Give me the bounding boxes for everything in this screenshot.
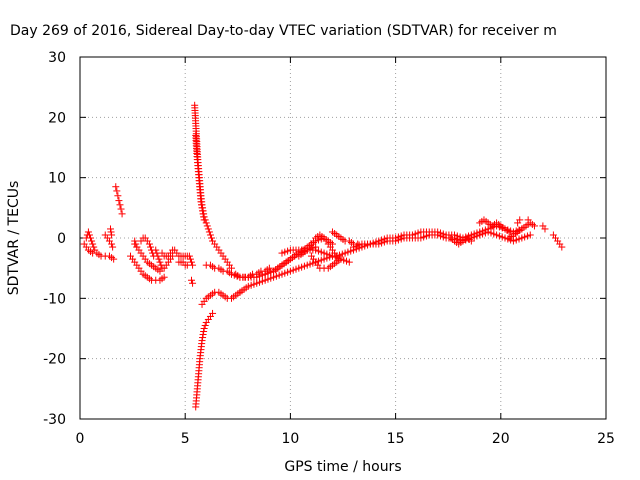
data-point xyxy=(203,222,211,230)
data-point xyxy=(516,216,524,224)
y-tick-label: 20 xyxy=(48,110,66,126)
data-point xyxy=(199,207,207,215)
data-point xyxy=(131,237,139,245)
data-point xyxy=(189,261,197,269)
data-point xyxy=(116,201,124,209)
x-tick-label: 10 xyxy=(281,431,299,447)
data-point xyxy=(108,240,116,248)
data-point xyxy=(114,192,122,200)
data-point xyxy=(558,243,566,251)
data-point xyxy=(197,198,205,206)
x-tick-label: 5 xyxy=(181,431,190,447)
y-tick-label: -20 xyxy=(43,352,66,368)
data-point xyxy=(200,213,208,221)
data-point xyxy=(109,243,117,251)
data-point xyxy=(524,216,532,224)
data-point xyxy=(155,255,163,263)
data-point xyxy=(115,197,123,205)
data-point xyxy=(113,187,121,195)
data-point xyxy=(199,331,207,339)
data-point xyxy=(205,228,213,236)
data-point xyxy=(133,243,141,251)
data-point xyxy=(118,210,126,218)
data-point xyxy=(185,252,193,260)
data-point xyxy=(526,231,534,239)
data-point xyxy=(530,222,538,230)
x-axis-label: GPS time / hours xyxy=(284,459,401,475)
x-tick-label: 0 xyxy=(76,431,85,447)
data-point xyxy=(208,234,215,242)
data-point xyxy=(467,237,475,245)
data-point xyxy=(337,255,345,263)
y-tick-label: -10 xyxy=(43,291,66,307)
data-point xyxy=(146,243,154,251)
data-point xyxy=(152,246,160,254)
x-tick-label: 20 xyxy=(492,431,510,447)
data-point xyxy=(200,216,208,224)
axis-ticks: 0 5 10 15 20 25 -30 -20 -10 0 10 20 30 xyxy=(43,50,615,447)
data-point xyxy=(505,228,513,236)
data-point xyxy=(200,325,208,332)
x-tick-label: 15 xyxy=(387,431,405,447)
x-tick-label: 25 xyxy=(597,431,615,447)
data-point xyxy=(199,334,207,342)
data-point xyxy=(188,258,196,266)
data-point xyxy=(85,231,93,239)
data-point xyxy=(206,231,214,239)
data-point xyxy=(110,255,118,263)
data-point xyxy=(89,240,97,248)
y-tick-label: -30 xyxy=(43,412,66,428)
data-point xyxy=(90,243,98,251)
data-point xyxy=(186,255,194,263)
data-point xyxy=(198,204,206,212)
data-point xyxy=(154,252,162,260)
data-point xyxy=(204,225,212,233)
data-point xyxy=(198,337,206,345)
y-tick-label: 10 xyxy=(48,171,66,187)
data-points xyxy=(80,101,566,411)
data-point xyxy=(107,225,115,233)
y-tick-label: 30 xyxy=(48,50,66,66)
data-point xyxy=(145,240,153,248)
data-point xyxy=(112,183,120,191)
data-point xyxy=(156,258,164,266)
data-point xyxy=(108,231,116,239)
data-point xyxy=(227,264,235,272)
data-point xyxy=(132,240,140,248)
data-point xyxy=(189,279,197,287)
y-tick-label: 0 xyxy=(57,231,66,247)
data-point xyxy=(117,205,125,213)
data-point xyxy=(200,328,208,336)
data-point xyxy=(265,264,273,272)
data-point xyxy=(541,225,549,233)
y-axis-label: SDTVAR / TECUs xyxy=(6,181,22,296)
data-point xyxy=(201,321,209,329)
data-point xyxy=(88,237,96,245)
data-point xyxy=(107,228,115,236)
data-point xyxy=(160,273,168,281)
data-point xyxy=(198,201,206,209)
data-point xyxy=(91,246,99,254)
data-point xyxy=(87,234,95,242)
data-point xyxy=(209,309,217,317)
data-point xyxy=(199,210,207,218)
data-point xyxy=(84,228,92,236)
data-point xyxy=(188,276,196,284)
data-point xyxy=(345,258,353,266)
chart-title: Day 269 of 2016, Sidereal Day-to-day VTE… xyxy=(10,23,557,39)
